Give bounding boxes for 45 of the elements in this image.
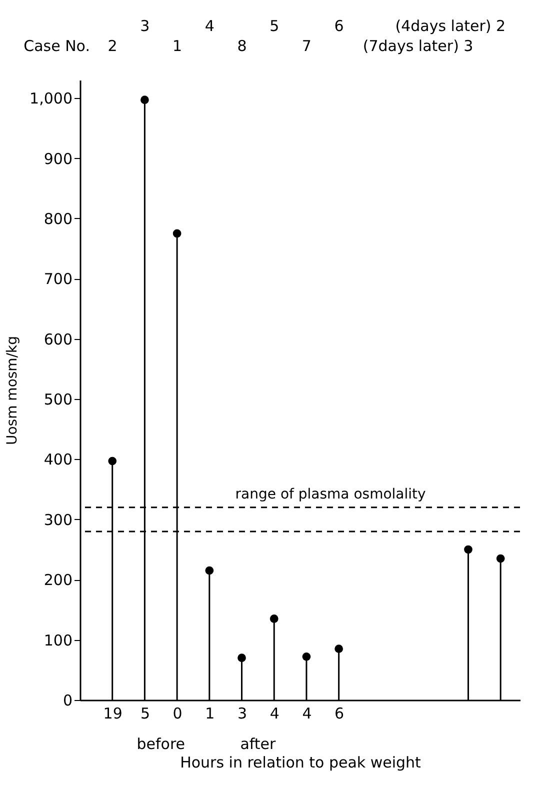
text: 7 [302,37,312,55]
point [238,654,246,662]
point [205,566,214,575]
text: 4 [204,17,214,35]
y-tick-label: 300 [44,510,72,529]
point [302,652,311,661]
y-tick-label: 200 [44,571,72,590]
ref-line-label: range of plasma osmolality [235,486,426,502]
y-axis-title: Uosm mosm/kg [4,336,21,446]
y-tick-label: 1,000 [30,90,72,108]
text: 1 [172,37,182,55]
y-tick-label: 500 [44,390,72,409]
x-tick-label: 4 [302,704,312,722]
x-tick-label: 1 [205,704,215,722]
text: 6 [334,17,344,35]
text: (7days later) 3 [362,37,474,55]
y-tick-label: 600 [44,330,72,348]
x-tick-label: 4 [270,704,280,722]
x-axis-title: Hours in relation to peak weight [180,754,422,772]
y-tick-label: 800 [44,210,72,228]
y-tick-label: 400 [44,450,72,469]
text: 3 [140,17,150,35]
point [270,614,278,623]
text: 2 [108,37,118,55]
y-tick-label: 0 [62,692,72,710]
text: after [240,735,277,753]
x-tick-label: 3 [237,704,248,722]
point [334,644,344,654]
point [108,456,117,466]
text: 5 [270,17,280,35]
point [140,96,149,104]
x-tick-label: 19 [103,704,122,722]
text: before [136,735,186,753]
point [464,545,472,554]
text: 8 [237,37,247,55]
x-tick-label: 5 [140,704,150,722]
x-tick-label: 6 [334,704,344,722]
text: (4days later) 2 [395,17,506,35]
point [496,554,505,563]
text: Case No. [24,37,90,55]
y-tick-label: 100 [44,631,72,650]
point [172,229,182,238]
y-tick-label: 900 [44,150,72,168]
y-tick-label: 700 [44,270,72,288]
x-tick-label: 0 [172,704,182,722]
